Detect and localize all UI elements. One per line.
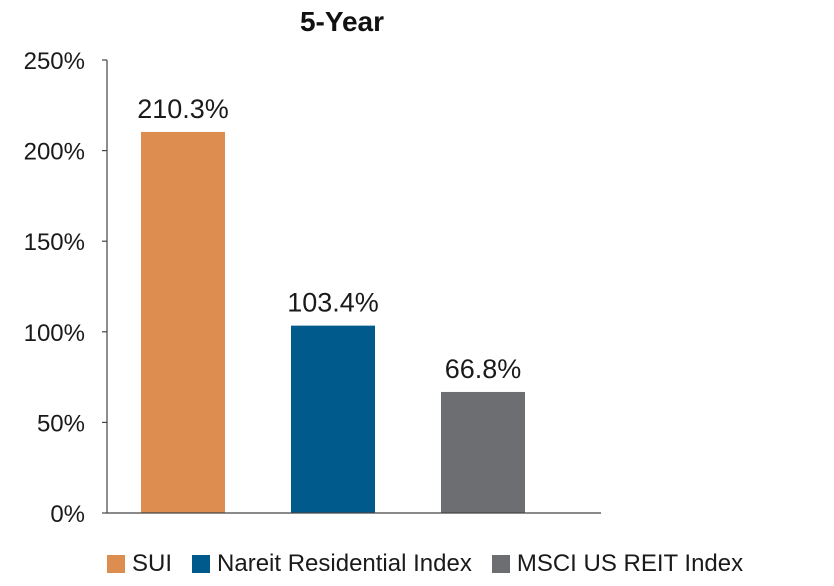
chart-title: 5-Year	[300, 6, 384, 37]
data-labels: 210.3% 103.4% 66.8%	[137, 94, 521, 384]
y-tick-label: 250%	[24, 48, 85, 75]
y-tick-label: 200%	[24, 139, 85, 166]
legend: SUI Nareit Residential Index MSCI US REI…	[107, 549, 743, 579]
legend-label-sui: SUI	[132, 550, 173, 577]
legend-label-msci: MSCI US REIT Index	[516, 550, 744, 577]
bar-1	[141, 131, 225, 513]
bar-value-label-3: 66.8%	[445, 354, 522, 384]
y-tick-label: 0%	[50, 501, 85, 528]
legend-swatch-msci	[491, 555, 510, 573]
legend-swatch-nareit	[192, 555, 211, 573]
bar-2	[291, 325, 375, 513]
legend-item-sui: SUI	[107, 549, 172, 579]
legend-item-nareit: Nareit Residential Index	[192, 549, 472, 579]
y-tick-label: 50%	[37, 410, 85, 437]
bars	[141, 131, 525, 513]
legend-swatch-sui	[107, 555, 125, 573]
bar-value-label-1: 210.3%	[137, 94, 229, 124]
legend-item-msci: MSCI US REIT Index	[491, 549, 744, 579]
y-tick-label: 150%	[24, 229, 85, 256]
bar-chart-svg: 5-Year 0% 50% 100% 150% 200% 250% 210.3% 103.4…	[24, 6, 601, 528]
legend-label-nareit: Nareit Residential Index	[217, 550, 472, 577]
y-tick-label: 100%	[24, 320, 85, 347]
y-axis-ticks: 0% 50% 100% 150% 200% 250%	[24, 48, 107, 528]
bar-value-label-2: 103.4%	[287, 288, 379, 318]
bar-3	[441, 391, 525, 513]
